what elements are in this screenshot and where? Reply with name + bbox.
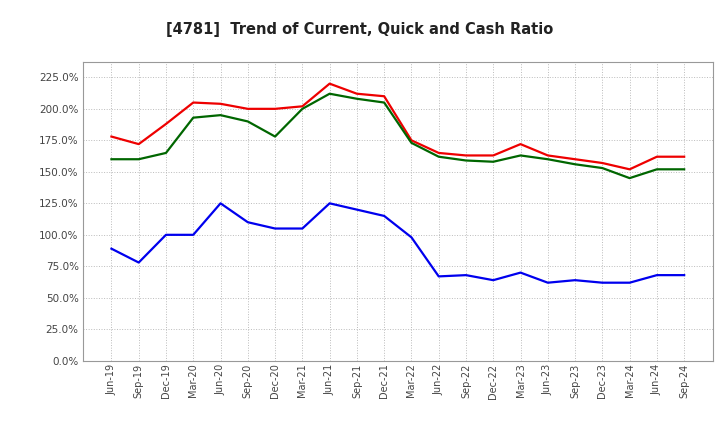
Quick Ratio — [271, 134, 279, 139]
Quick Ratio — [162, 150, 171, 156]
Cash Ratio — [325, 201, 334, 206]
Quick Ratio — [325, 91, 334, 96]
Current Ratio — [298, 104, 307, 109]
Cash Ratio — [189, 232, 197, 238]
Text: [4781]  Trend of Current, Quick and Cash Ratio: [4781] Trend of Current, Quick and Cash … — [166, 22, 554, 37]
Quick Ratio — [544, 157, 552, 162]
Current Ratio — [135, 142, 143, 147]
Quick Ratio — [353, 96, 361, 101]
Cash Ratio — [380, 213, 389, 219]
Quick Ratio — [598, 165, 607, 171]
Cash Ratio — [271, 226, 279, 231]
Cash Ratio — [216, 201, 225, 206]
Current Ratio — [462, 153, 470, 158]
Current Ratio — [243, 106, 252, 111]
Line: Quick Ratio: Quick Ratio — [112, 94, 684, 178]
Current Ratio — [271, 106, 279, 111]
Quick Ratio — [652, 167, 661, 172]
Current Ratio — [189, 100, 197, 105]
Current Ratio — [489, 153, 498, 158]
Current Ratio — [353, 91, 361, 96]
Quick Ratio — [571, 161, 580, 167]
Quick Ratio — [189, 115, 197, 120]
Quick Ratio — [434, 154, 443, 159]
Cash Ratio — [243, 220, 252, 225]
Quick Ratio — [680, 167, 688, 172]
Quick Ratio — [298, 106, 307, 111]
Cash Ratio — [625, 280, 634, 285]
Cash Ratio — [489, 278, 498, 283]
Cash Ratio — [434, 274, 443, 279]
Current Ratio — [598, 160, 607, 165]
Quick Ratio — [243, 119, 252, 124]
Quick Ratio — [516, 153, 525, 158]
Cash Ratio — [652, 272, 661, 278]
Cash Ratio — [135, 260, 143, 265]
Cash Ratio — [462, 272, 470, 278]
Current Ratio — [625, 167, 634, 172]
Quick Ratio — [135, 157, 143, 162]
Current Ratio — [216, 101, 225, 106]
Cash Ratio — [680, 272, 688, 278]
Quick Ratio — [216, 113, 225, 118]
Cash Ratio — [407, 235, 415, 240]
Current Ratio — [571, 157, 580, 162]
Line: Current Ratio: Current Ratio — [112, 84, 684, 169]
Current Ratio — [516, 142, 525, 147]
Line: Cash Ratio: Cash Ratio — [112, 203, 684, 282]
Current Ratio — [407, 138, 415, 143]
Cash Ratio — [162, 232, 171, 238]
Quick Ratio — [489, 159, 498, 165]
Current Ratio — [544, 153, 552, 158]
Current Ratio — [107, 134, 116, 139]
Quick Ratio — [407, 140, 415, 146]
Quick Ratio — [380, 100, 389, 105]
Current Ratio — [652, 154, 661, 159]
Cash Ratio — [107, 246, 116, 251]
Current Ratio — [380, 94, 389, 99]
Cash Ratio — [353, 207, 361, 212]
Current Ratio — [325, 81, 334, 86]
Current Ratio — [434, 150, 443, 156]
Quick Ratio — [625, 176, 634, 181]
Cash Ratio — [598, 280, 607, 285]
Current Ratio — [680, 154, 688, 159]
Cash Ratio — [571, 278, 580, 283]
Cash Ratio — [298, 226, 307, 231]
Quick Ratio — [462, 158, 470, 163]
Cash Ratio — [516, 270, 525, 275]
Current Ratio — [162, 121, 171, 127]
Quick Ratio — [107, 157, 116, 162]
Cash Ratio — [544, 280, 552, 285]
